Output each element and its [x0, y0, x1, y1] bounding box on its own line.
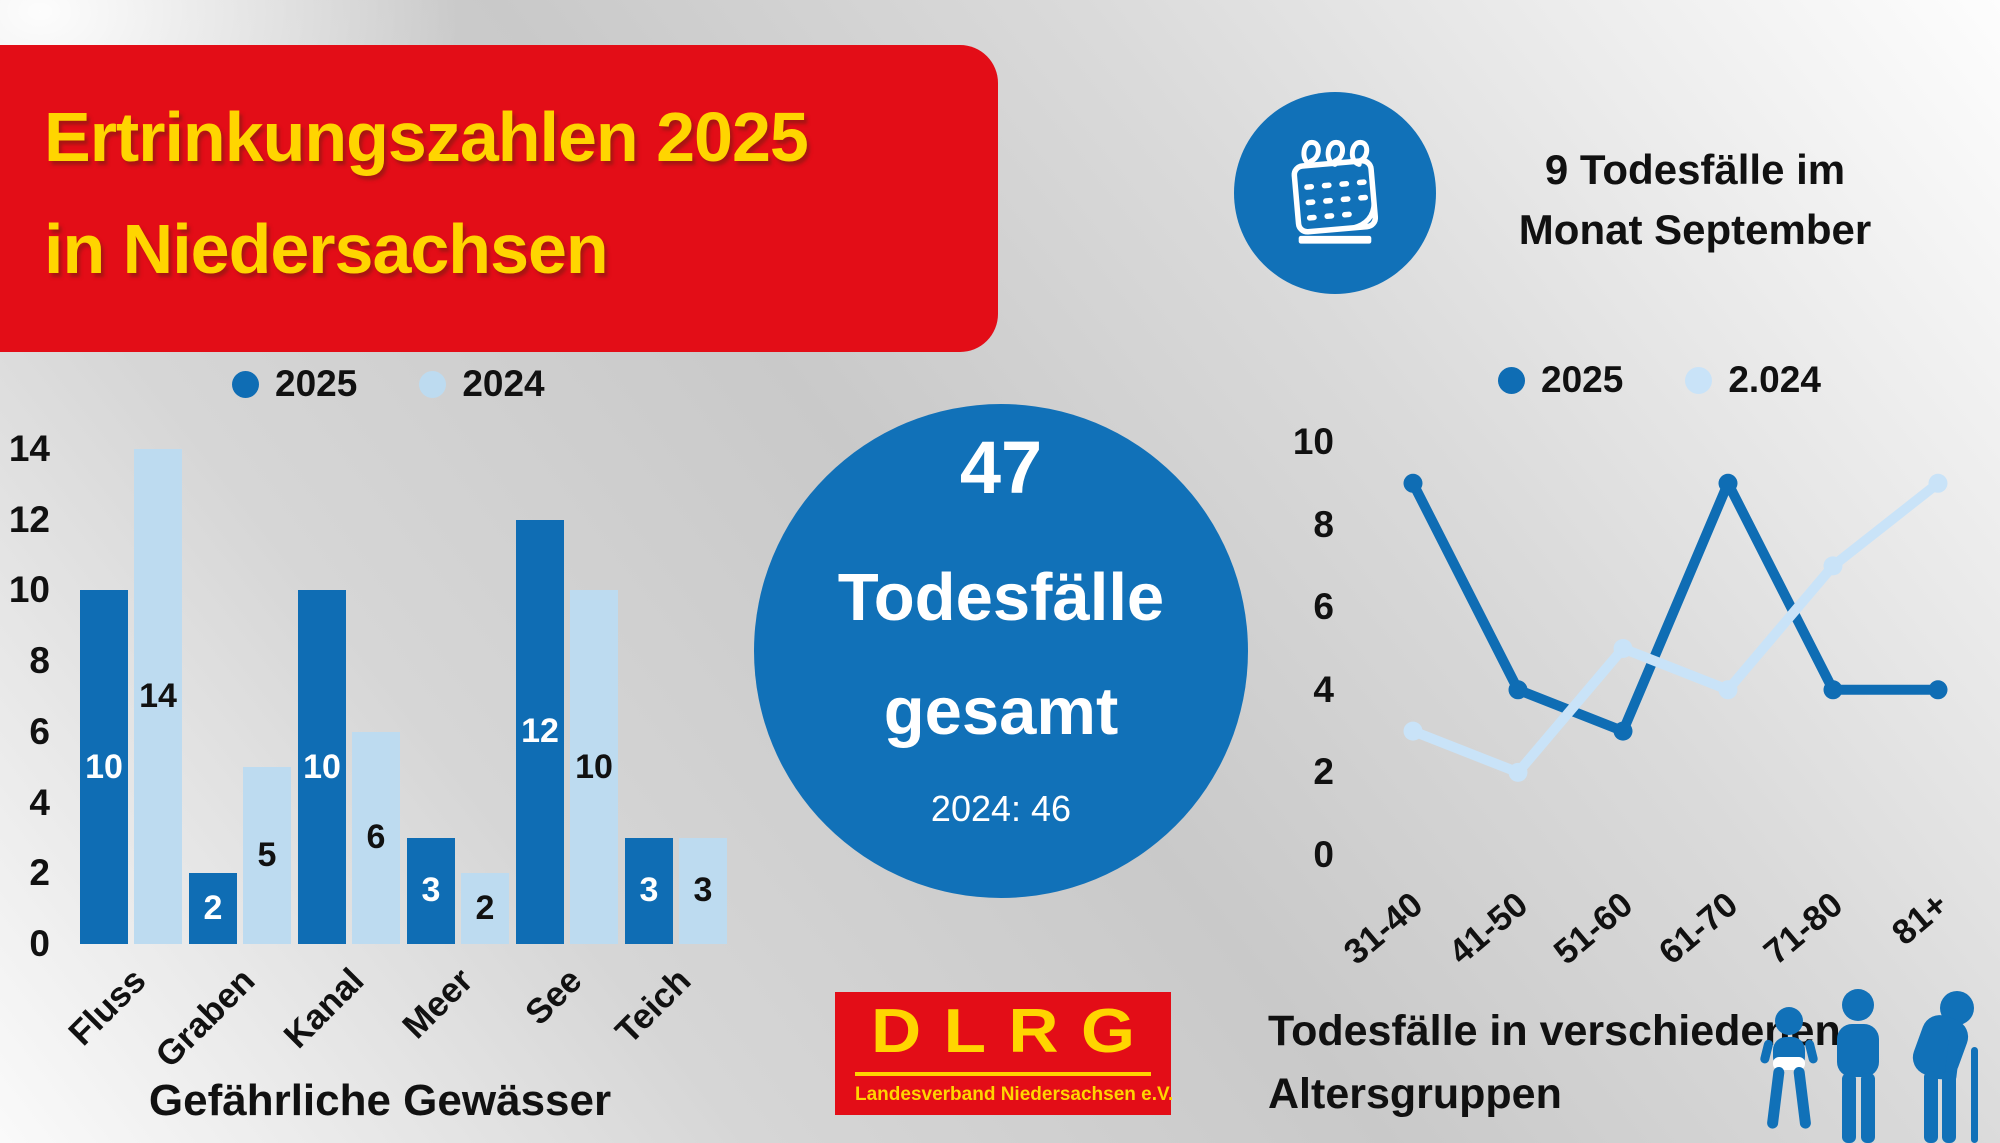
data-point-2025-61-70: [1718, 473, 1738, 493]
legend-dot-2025: [232, 370, 259, 398]
data-point-2025-51-60: [1613, 721, 1633, 741]
bar-2025-Graben: 2: [189, 873, 237, 944]
baby-icon: [1760, 1007, 1818, 1129]
line-chart-plot: [1403, 473, 1948, 782]
bar-value-label: 3: [421, 871, 441, 910]
september-deaths-line1: 9 Todesfälle im: [1544, 146, 1846, 193]
bar-value-label: 10: [575, 747, 613, 786]
age-group-people-icons: [1760, 989, 1978, 1143]
bar-value-label: 14: [139, 677, 177, 715]
bar-value-label: 5: [257, 836, 277, 875]
bar-2025-Kanal: 10: [298, 590, 346, 944]
legend-label-line-2025: 2025: [1541, 359, 1624, 400]
bar-2025-See: 12: [516, 519, 564, 944]
bar-chart-legend: 2025 2024: [232, 360, 545, 408]
line-chart-title: Todesfälle in verschiedenen Altersgruppe…: [1268, 1000, 1841, 1126]
bar-y-tick: 0: [29, 923, 50, 964]
bar-value-label: 10: [85, 747, 123, 786]
bar-y-tick: 4: [29, 781, 50, 823]
line-chart-title-line1: Todesfälle in verschiedenen: [1268, 1007, 1841, 1055]
data-point-2.024-61-70: [1718, 680, 1738, 700]
line-y-tick: 8: [1313, 503, 1334, 545]
data-point-2.024-71-80: [1823, 556, 1843, 576]
bar-y-tick: 10: [8, 569, 50, 611]
bar-2024-Teich: 3: [679, 837, 727, 944]
title-banner: Ertrinkungszahlen 2025 in Niedersachsen: [0, 45, 998, 352]
banner-title-line2: in Niedersachsen: [44, 210, 609, 288]
senior-with-cane-icon: [1912, 991, 1978, 1143]
bar-value-label: 2: [475, 889, 495, 928]
bar-chart-title: Gefährliche Gewässer: [148, 1076, 612, 1125]
bar-2025-Meer: 3: [407, 837, 455, 944]
data-point-2025-41-50: [1508, 680, 1528, 700]
dlrg-logo-subtitle: Landesverband Niedersachsen e.V.: [855, 1084, 1174, 1105]
data-point-2.024-31-40: [1403, 721, 1423, 741]
adult-icon: [1837, 989, 1879, 1143]
dlrg-logo-divider: [855, 1072, 1151, 1076]
line-chart-title-line2: Altersgruppen: [1268, 1070, 1562, 1118]
calendar-badge: [1234, 92, 1436, 294]
dlrg-logo: DLRG Landesverband Niedersachsen e.V.: [835, 992, 1173, 1115]
bar-y-tick: 2: [29, 852, 50, 894]
line-series-2.024: [1408, 478, 1943, 778]
bar-y-tick: 6: [29, 710, 50, 752]
total-deaths-circle: 47 Todesfälle gesamt 2024: 46: [754, 404, 1248, 898]
dlrg-logo-word: DLRG: [871, 997, 1158, 1066]
legend-label-line-2024: 2.024: [1728, 359, 1821, 400]
previous-year-total: 2024: 46: [930, 788, 1072, 829]
bar-y-tick: 14: [8, 428, 50, 469]
september-deaths-note: 9 Todesfälle im Monat September: [1480, 140, 1910, 260]
data-point-2.024-41-50: [1508, 762, 1528, 782]
total-deaths-value: 47: [959, 426, 1043, 509]
banner-title-line1: Ertrinkungszahlen 2025: [44, 98, 809, 176]
bar-value-label: 2: [203, 889, 223, 928]
calendar-icon: [1291, 139, 1379, 244]
bar-value-label: 6: [366, 818, 386, 857]
legend-label-2024: 2024: [462, 363, 545, 404]
bar-2024-Kanal: 6: [352, 731, 400, 944]
line-y-tick: 4: [1313, 668, 1334, 710]
bar-2024-Meer: 2: [461, 873, 509, 944]
bar-2025-Fluss: 10: [80, 590, 128, 944]
september-deaths-line2: Monat September: [1518, 206, 1872, 253]
data-point-2025-71-80: [1823, 680, 1843, 700]
total-deaths-label2: gesamt: [883, 674, 1119, 749]
bar-y-tick: 8: [29, 640, 50, 682]
line-y-tick: 0: [1313, 834, 1334, 875]
legend-dot-line-2025: [1498, 366, 1525, 394]
line-y-tick: 2: [1313, 751, 1334, 793]
bar-2025-Teich: 3: [625, 837, 673, 944]
bar-y-tick: 12: [8, 498, 50, 540]
total-deaths-label1: Todesfälle: [837, 560, 1165, 635]
legend-dot-2024: [419, 370, 447, 398]
data-point-2.024-51-60: [1613, 639, 1633, 658]
bar-value-label: 3: [639, 871, 659, 910]
bar-value-label: 12: [521, 712, 559, 751]
data-point-2025-81+: [1928, 680, 1948, 700]
bar-value-label: 10: [303, 747, 341, 786]
line-chart-legend: 2025 2.024: [1498, 356, 1821, 404]
legend-dot-line-2024: [1685, 366, 1713, 394]
bar-2024-Fluss: 14: [134, 449, 182, 944]
line-y-tick: 10: [1292, 421, 1334, 462]
bar-2024-Graben: 5: [243, 767, 291, 944]
bar-2024-See: 10: [570, 590, 618, 944]
legend-label-2025: 2025: [275, 363, 358, 404]
line-series-2025: [1408, 478, 1943, 737]
bar-value-label: 3: [693, 871, 713, 910]
data-point-2025-31-40: [1403, 473, 1423, 493]
data-point-2.024-81+: [1928, 473, 1948, 493]
line-y-tick: 6: [1313, 586, 1334, 628]
